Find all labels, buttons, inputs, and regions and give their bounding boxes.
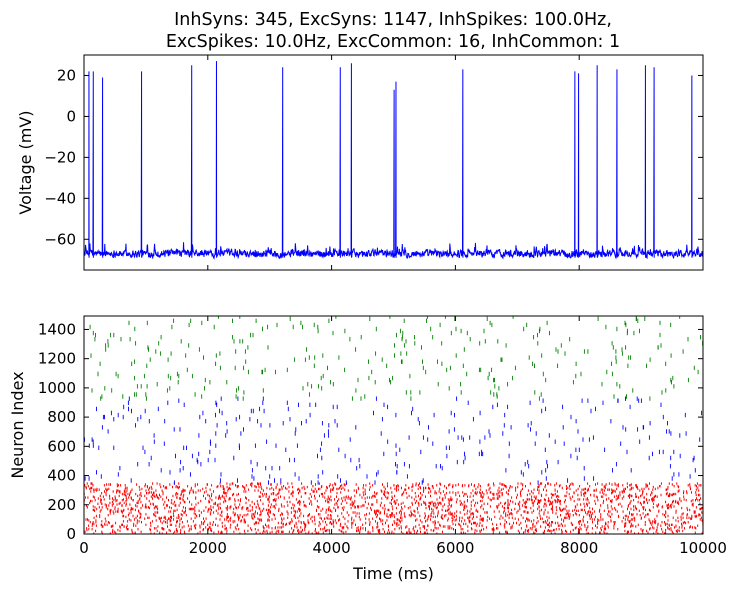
voltage-ylabel: Voltage (mV) (16, 110, 35, 214)
raster-xtick-label: 4000 (313, 539, 351, 557)
raster-ylabel: Neuron Index (8, 371, 27, 478)
voltage-ytick-label: −40 (44, 189, 76, 207)
raster-panel: 0 200 400 600 800 1000 1200 1400 0 2000 4000 6000 8… (8, 315, 727, 583)
raster-ytick-label: 200 (47, 496, 76, 514)
raster-ytick-label: 1000 (38, 379, 76, 397)
raster-series-inhibitory (84, 482, 703, 534)
raster-ytick-label: 800 (47, 408, 76, 426)
voltage-axes-frame (83, 54, 704, 271)
raster-series-excitatory-green (89, 316, 703, 401)
voltage-ytick-label: 0 (66, 107, 76, 125)
raster-ytick-label: 400 (47, 467, 76, 485)
voltage-ytick-label: −60 (44, 230, 76, 248)
voltage-ytick-label: 20 (57, 66, 76, 84)
chart-title-line-1: InhSyns: 345, ExcSyns: 1147, InhSpikes: … (174, 10, 612, 30)
raster-ytick-label: 1200 (38, 350, 76, 368)
raster-axes-frame (83, 315, 704, 535)
raster-ytick-label: 0 (66, 525, 76, 543)
raster-xtick-label: 10000 (679, 539, 727, 557)
chart-title-line-2: ExcSpikes: 10.0Hz, ExcCommon: 16, InhCom… (166, 32, 620, 52)
raster-xtick-label: 0 (79, 539, 89, 557)
raster-ytick-label: 600 (47, 437, 76, 455)
raster-series-excitatory-blue (84, 396, 703, 485)
raster-xlabel: Time (ms) (352, 564, 434, 583)
raster-xtick-label: 2000 (189, 539, 227, 557)
voltage-panel: 20 0 −20 −40 −60 Voltage (mV) (16, 54, 704, 271)
voltage-ytick-label: −20 (44, 148, 76, 166)
raster-xtick-label: 6000 (436, 539, 474, 557)
raster-xtick-label: 8000 (560, 539, 598, 557)
raster-ytick-label: 1400 (38, 320, 76, 338)
voltage-trace-line (84, 61, 703, 260)
